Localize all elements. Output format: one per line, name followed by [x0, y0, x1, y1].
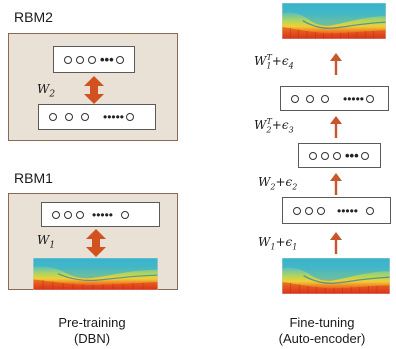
- ellipsis: •••: [100, 51, 114, 67]
- caption-line: (DBN): [73, 331, 111, 346]
- unit-circle: [309, 151, 317, 160]
- caption-line: Pre-training: [58, 315, 126, 330]
- ellipsis: •••••: [92, 207, 114, 222]
- unit-circle: [306, 94, 314, 103]
- unit-circle: [64, 210, 72, 219]
- unit-circle: [115, 55, 124, 64]
- pretraining-caption: Pre-training (DBN): [22, 315, 162, 347]
- up-arrow-icon: [330, 116, 342, 138]
- unit-circle: [321, 94, 329, 103]
- rbm2-hidden-layer: •••: [53, 46, 135, 73]
- unit-circle: [366, 94, 375, 103]
- ellipsis: •••••: [343, 91, 365, 106]
- rbm1-hidden-layer: •••••: [41, 202, 160, 227]
- unit-circle: [65, 113, 73, 121]
- up-arrow-icon: [330, 173, 342, 195]
- double-arrow-icon: [86, 229, 106, 257]
- rbm1-weight-label: W1: [37, 233, 56, 251]
- rbm2-weight-label: W2: [37, 82, 56, 100]
- rbm2-label: RBM2: [14, 9, 53, 25]
- unit-circle: [81, 113, 89, 121]
- up-arrow-icon: [330, 232, 342, 254]
- weight-label-3: W2T+ϵ3: [254, 117, 294, 135]
- unit-circle: [49, 113, 57, 121]
- spectrogram-image: [282, 258, 390, 294]
- unit-circle: [52, 210, 60, 219]
- unit-circle: [121, 210, 130, 219]
- rbm1-label: RBM1: [14, 170, 53, 186]
- unit-circle: [76, 55, 84, 64]
- double-arrow-icon: [84, 76, 104, 104]
- spectrogram-image: [33, 258, 158, 290]
- unit-circle: [88, 55, 96, 64]
- weight-label-1: W1+ϵ1: [258, 235, 298, 252]
- spectrogram-image: [282, 3, 386, 39]
- unit-circle: [126, 113, 135, 121]
- ellipsis: •••: [345, 147, 359, 163]
- output-layer: •••••: [280, 86, 389, 111]
- caption-line: (Auto-encoder): [278, 331, 366, 346]
- unit-circle: [305, 206, 313, 215]
- weight-label-2: W2+ϵ2: [258, 175, 298, 192]
- unit-circle: [366, 206, 375, 215]
- unit-circle: [333, 151, 341, 160]
- code-layer: •••: [298, 143, 381, 168]
- ellipsis: •••••: [337, 203, 359, 218]
- weight-label-4: W1T+ϵ4: [254, 53, 294, 71]
- unit-circle: [291, 94, 299, 103]
- unit-circle: [64, 55, 72, 64]
- unit-circle: [321, 151, 329, 160]
- unit-circle: [360, 151, 369, 160]
- unit-circle: [76, 210, 84, 219]
- up-arrow-icon: [330, 53, 342, 75]
- finetuning-caption: Fine-tuning (Auto-encoder): [258, 315, 386, 347]
- rbm2-visible-layer: •••••: [38, 104, 156, 130]
- hidden-layer: •••••: [282, 197, 391, 224]
- unit-circle: [293, 206, 301, 215]
- unit-circle: [317, 206, 325, 215]
- caption-line: Fine-tuning: [289, 315, 355, 330]
- ellipsis: •••••: [103, 110, 125, 124]
